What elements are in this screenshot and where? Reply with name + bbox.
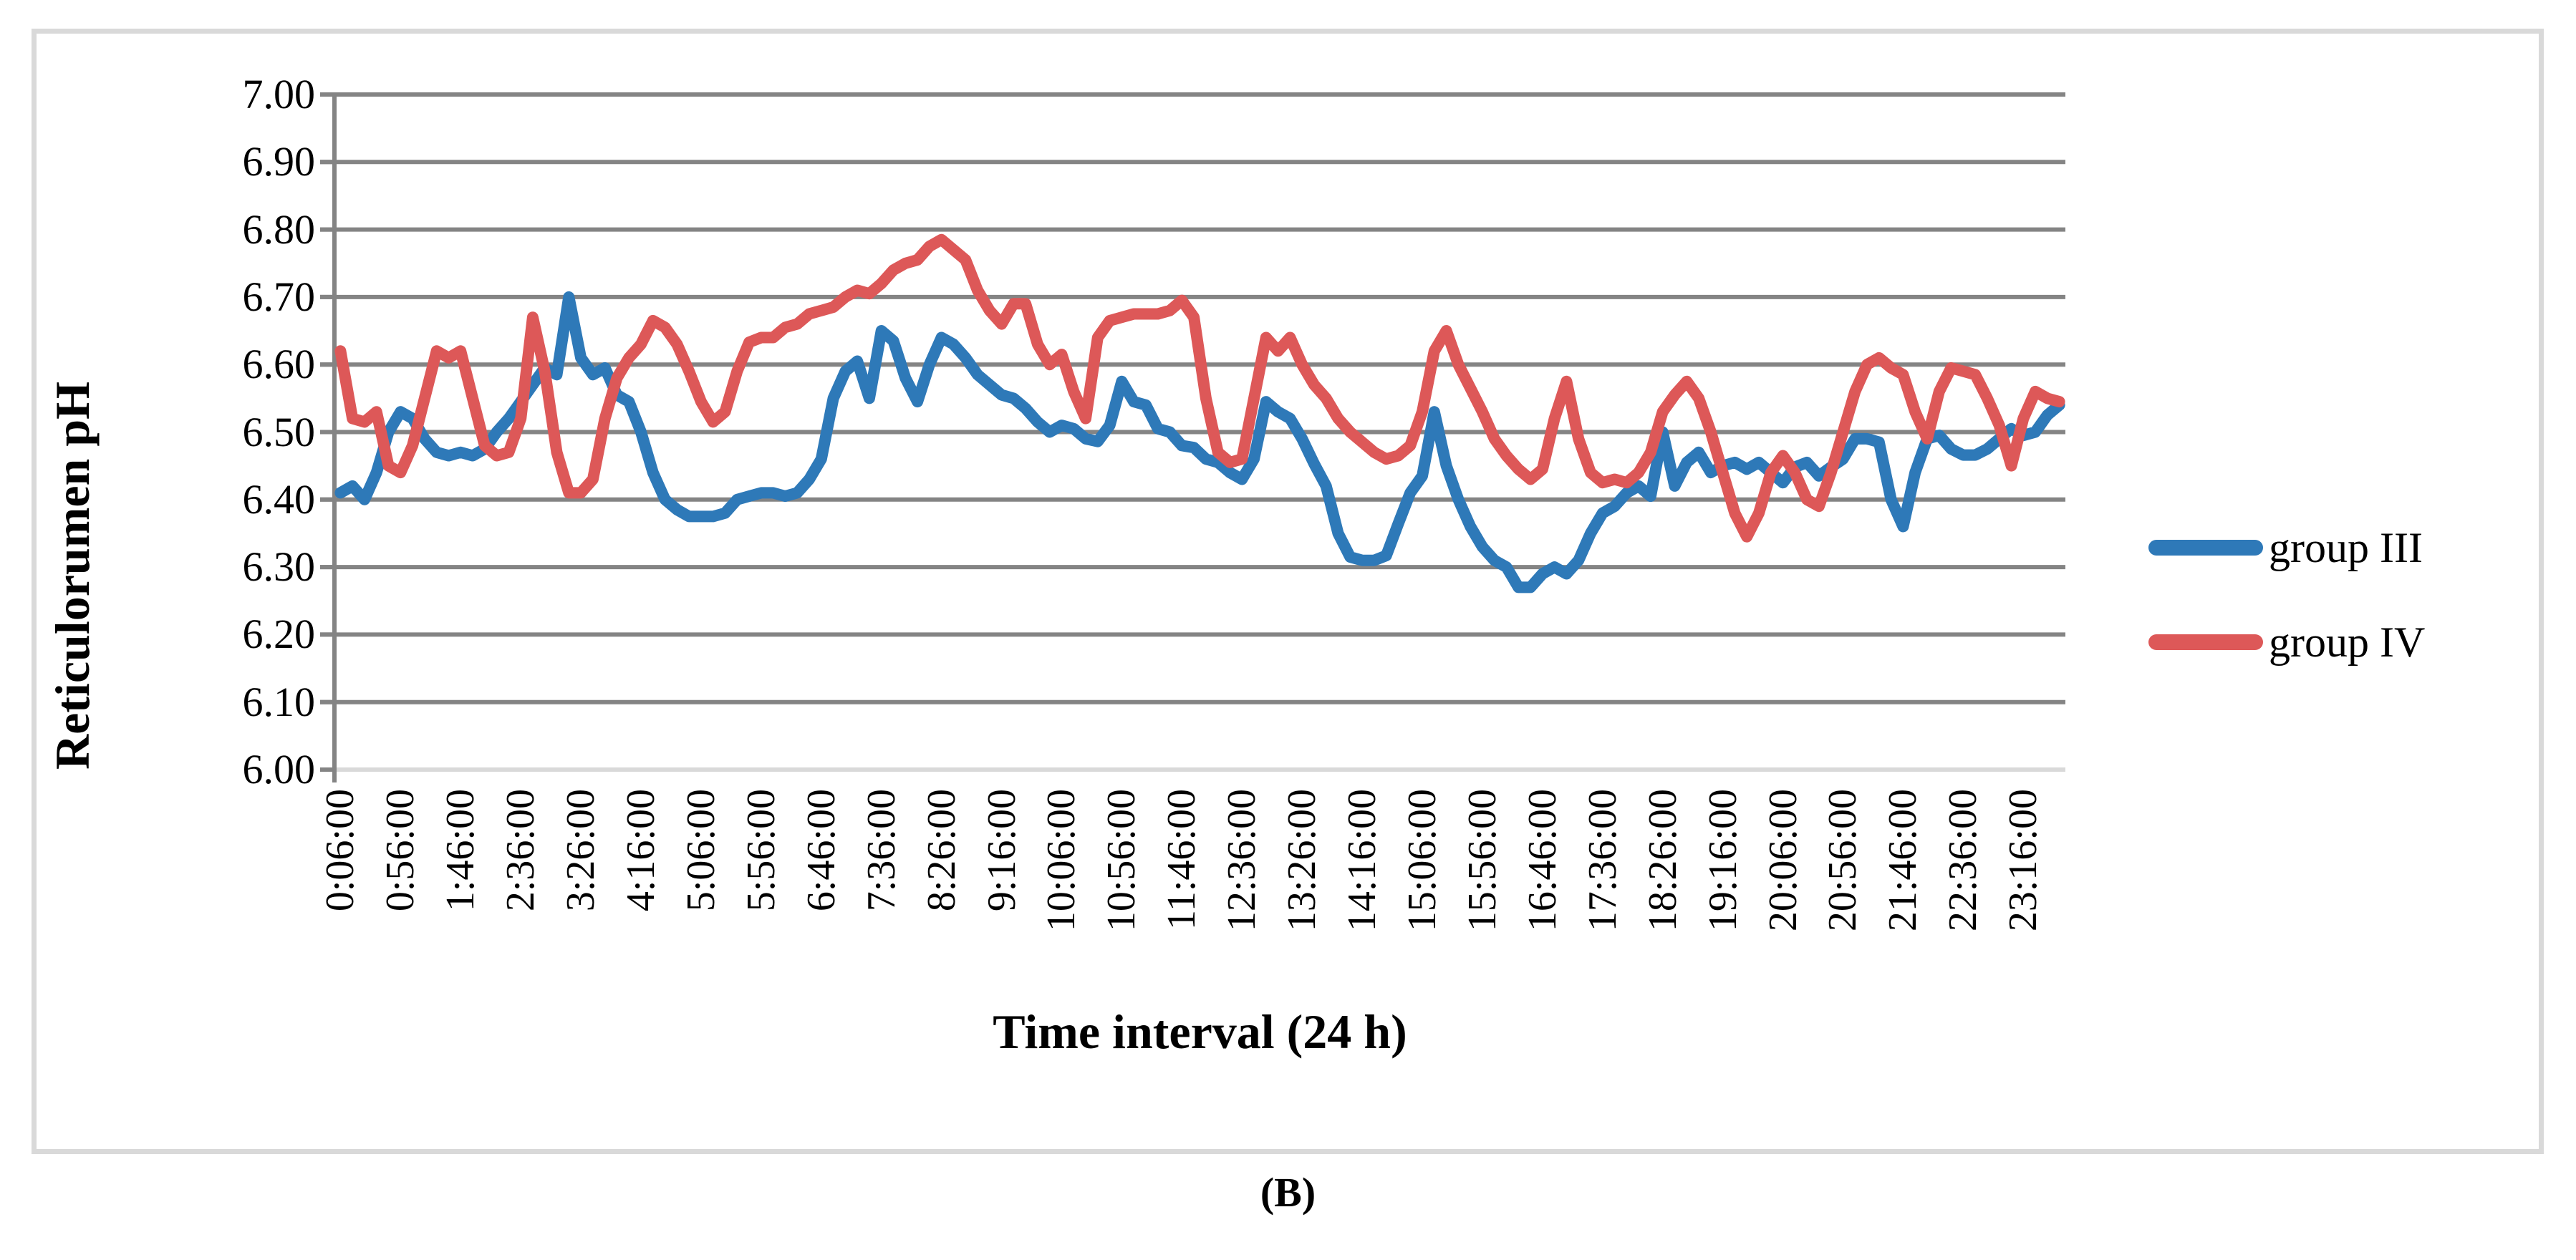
legend-label-group-iii: group III bbox=[2269, 523, 2423, 571]
legend-swatch-group-iv-line bbox=[2148, 634, 2263, 650]
x-tick-label: 4:16:00 bbox=[619, 789, 663, 912]
x-tick-label: 1:46:00 bbox=[438, 789, 483, 912]
y-tick-label: 6.70 bbox=[242, 273, 316, 320]
x-tick-label: 17:36:00 bbox=[1580, 789, 1625, 932]
y-tick-label: 6.60 bbox=[242, 341, 316, 388]
y-tick-label: 6.40 bbox=[242, 475, 316, 523]
x-tick-label: 6:46:00 bbox=[799, 789, 844, 912]
x-tick-label: 10:56:00 bbox=[1099, 789, 1144, 932]
x-tick-label: 10:06:00 bbox=[1039, 789, 1084, 932]
legend-label-group-iv: group IV bbox=[2269, 618, 2426, 666]
x-tick-label: 21:46:00 bbox=[1881, 789, 1926, 932]
x-tick-label: 22:36:00 bbox=[1941, 789, 1986, 932]
x-tick-label: 12:36:00 bbox=[1220, 789, 1265, 932]
x-tick-label: 15:56:00 bbox=[1460, 789, 1505, 932]
x-tick-label: 3:26:00 bbox=[559, 789, 604, 912]
y-tick-label: 6.30 bbox=[242, 543, 316, 591]
y-tick-label: 6.80 bbox=[242, 205, 316, 253]
x-tick-label: 0:56:00 bbox=[378, 789, 423, 912]
x-tick-label: 2:36:00 bbox=[498, 789, 544, 912]
x-tick-label: 11:46:00 bbox=[1159, 789, 1205, 931]
y-tick-label: 6.20 bbox=[242, 611, 316, 658]
figure-border bbox=[32, 29, 2544, 1154]
x-tick-label: 18:26:00 bbox=[1640, 789, 1685, 932]
x-tick-label: 8:26:00 bbox=[919, 789, 964, 912]
x-tick-label: 14:16:00 bbox=[1340, 789, 1385, 932]
x-tick-label: 9:16:00 bbox=[979, 789, 1024, 912]
series-line-group-iv bbox=[334, 233, 2065, 543]
x-tick-label: 23:16:00 bbox=[2001, 789, 2046, 932]
x-tick-label: 16:46:00 bbox=[1520, 789, 1565, 932]
y-axis-title: Reticulorumen pH bbox=[44, 94, 101, 770]
legend-swatch-group-iii-line bbox=[2148, 540, 2263, 556]
x-tick-label: 15:06:00 bbox=[1400, 789, 1445, 932]
x-tick-label: 20:56:00 bbox=[1820, 789, 1866, 932]
y-tick-label: 6.90 bbox=[242, 138, 316, 185]
figure-caption: (B) bbox=[1260, 1169, 1316, 1216]
x-tick-label: 5:06:00 bbox=[678, 789, 723, 912]
x-tick-label: 19:16:00 bbox=[1700, 789, 1745, 932]
legend-item-group-iv: group IV bbox=[2148, 619, 2425, 666]
x-axis-title: Time interval (24 h) bbox=[993, 1004, 1407, 1059]
y-tick-label: 6.50 bbox=[242, 408, 316, 455]
x-tick-label: 13:26:00 bbox=[1280, 789, 1325, 932]
legend-item-group-iii: group III bbox=[2148, 524, 2423, 571]
y-axis-title-text: Reticulorumen pH bbox=[45, 381, 100, 770]
y-tick-label: 6.10 bbox=[242, 678, 316, 725]
x-tick-label: 5:56:00 bbox=[738, 789, 783, 912]
x-tick-label: 20:06:00 bbox=[1760, 789, 1805, 932]
y-tick-label: 6.00 bbox=[242, 746, 316, 793]
y-tick-label: 7.00 bbox=[242, 71, 316, 117]
x-tick-label: 7:36:00 bbox=[859, 789, 904, 912]
x-tick-label: 0:06:00 bbox=[318, 789, 363, 912]
